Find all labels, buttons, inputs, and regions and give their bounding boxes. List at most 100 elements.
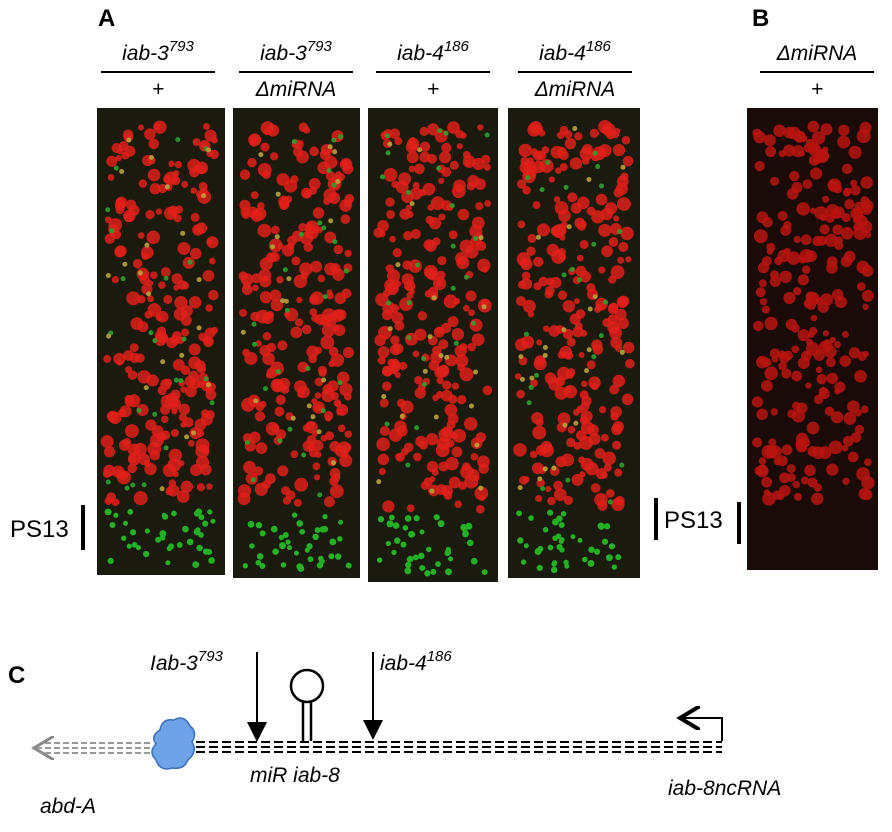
nucleus	[344, 193, 355, 204]
nucleus	[444, 549, 452, 556]
nucleus	[247, 520, 255, 528]
nucleus	[856, 282, 866, 291]
nucleus	[105, 207, 111, 213]
nucleus	[406, 151, 419, 164]
nucleus	[414, 376, 423, 385]
nucleus	[569, 313, 581, 325]
nucleus	[413, 452, 422, 462]
nucleus	[156, 326, 167, 337]
nucleus	[328, 553, 335, 560]
nucleus	[548, 325, 561, 337]
nucleus	[198, 532, 204, 538]
nucleus	[551, 465, 557, 471]
nucleus	[329, 539, 336, 545]
nucleus	[335, 171, 342, 178]
nucleus	[530, 379, 538, 388]
nucleus	[591, 241, 597, 247]
genotype-name: iab-3	[260, 42, 307, 65]
nucleus	[168, 160, 175, 168]
nucleus	[597, 522, 605, 530]
nucleus	[298, 222, 307, 232]
nucleus	[579, 240, 589, 249]
nucleus	[209, 400, 215, 406]
nucleus	[451, 328, 465, 341]
nucleus	[462, 530, 469, 538]
nucleus	[343, 268, 349, 274]
nucleus	[259, 400, 267, 408]
nucleus	[202, 520, 209, 527]
allele-label: Iab-3793	[150, 648, 224, 675]
nucleus	[584, 368, 590, 374]
nucleus	[239, 169, 251, 180]
nucleus	[566, 437, 576, 448]
nucleus	[450, 243, 456, 249]
nucleus	[819, 213, 827, 222]
nucleus	[816, 374, 827, 385]
nucleus	[569, 266, 575, 272]
nucleus	[848, 347, 861, 359]
nucleus	[591, 354, 597, 360]
nucleus	[201, 446, 209, 454]
nucleus	[622, 155, 634, 167]
nucleus	[437, 520, 445, 528]
micrographs	[97, 108, 878, 582]
nucleus	[415, 435, 427, 448]
nucleus	[860, 405, 869, 414]
nucleus	[781, 368, 792, 379]
nucleus	[862, 350, 869, 357]
nucleus	[190, 187, 197, 194]
nucleus	[167, 458, 182, 472]
nucleus	[807, 120, 820, 133]
nucleus	[146, 374, 159, 387]
nucleus	[459, 367, 474, 382]
nucleus	[381, 365, 393, 377]
nucleus	[263, 386, 269, 392]
nucleus	[566, 337, 576, 347]
nucleus	[522, 299, 536, 313]
nucleus	[269, 289, 282, 302]
nucleus	[773, 124, 786, 137]
nucleus	[284, 307, 290, 313]
nucleus	[333, 244, 343, 255]
nucleus	[815, 149, 830, 164]
nucleus	[164, 184, 170, 190]
nucleus	[309, 146, 319, 157]
nucleus	[180, 421, 187, 428]
nucleus	[286, 276, 292, 282]
nucleus	[293, 498, 302, 507]
nucleus	[141, 482, 147, 488]
nucleus	[106, 333, 112, 339]
nucleus	[779, 472, 790, 484]
allele-label: iab-4186	[380, 648, 452, 675]
nucleus	[160, 359, 166, 365]
nucleus	[443, 294, 458, 309]
nucleus	[291, 139, 297, 145]
nucleus	[582, 556, 588, 563]
nucleus	[826, 463, 839, 476]
nucleus	[613, 215, 620, 222]
nucleus	[196, 544, 203, 552]
nucleus	[523, 543, 529, 549]
nucleus	[535, 234, 541, 240]
nucleus	[322, 294, 328, 300]
nucleus	[438, 151, 452, 164]
nucleus	[407, 555, 414, 563]
nucleus	[540, 443, 554, 458]
nucleus	[579, 416, 589, 425]
nucleus	[532, 150, 544, 161]
nucleus	[103, 446, 116, 458]
nucleus	[339, 454, 353, 468]
nucleus	[780, 225, 791, 236]
nucleus	[381, 393, 387, 399]
nucleus	[377, 346, 390, 359]
nucleus	[312, 207, 325, 219]
nucleus	[535, 418, 544, 427]
nucleus	[247, 158, 257, 168]
nucleus	[253, 466, 264, 476]
nucleus	[567, 192, 578, 203]
nucleus	[438, 353, 444, 359]
nucleus	[202, 269, 215, 282]
nucleus	[135, 545, 142, 551]
nucleus	[389, 235, 396, 243]
nucleus	[300, 271, 309, 280]
